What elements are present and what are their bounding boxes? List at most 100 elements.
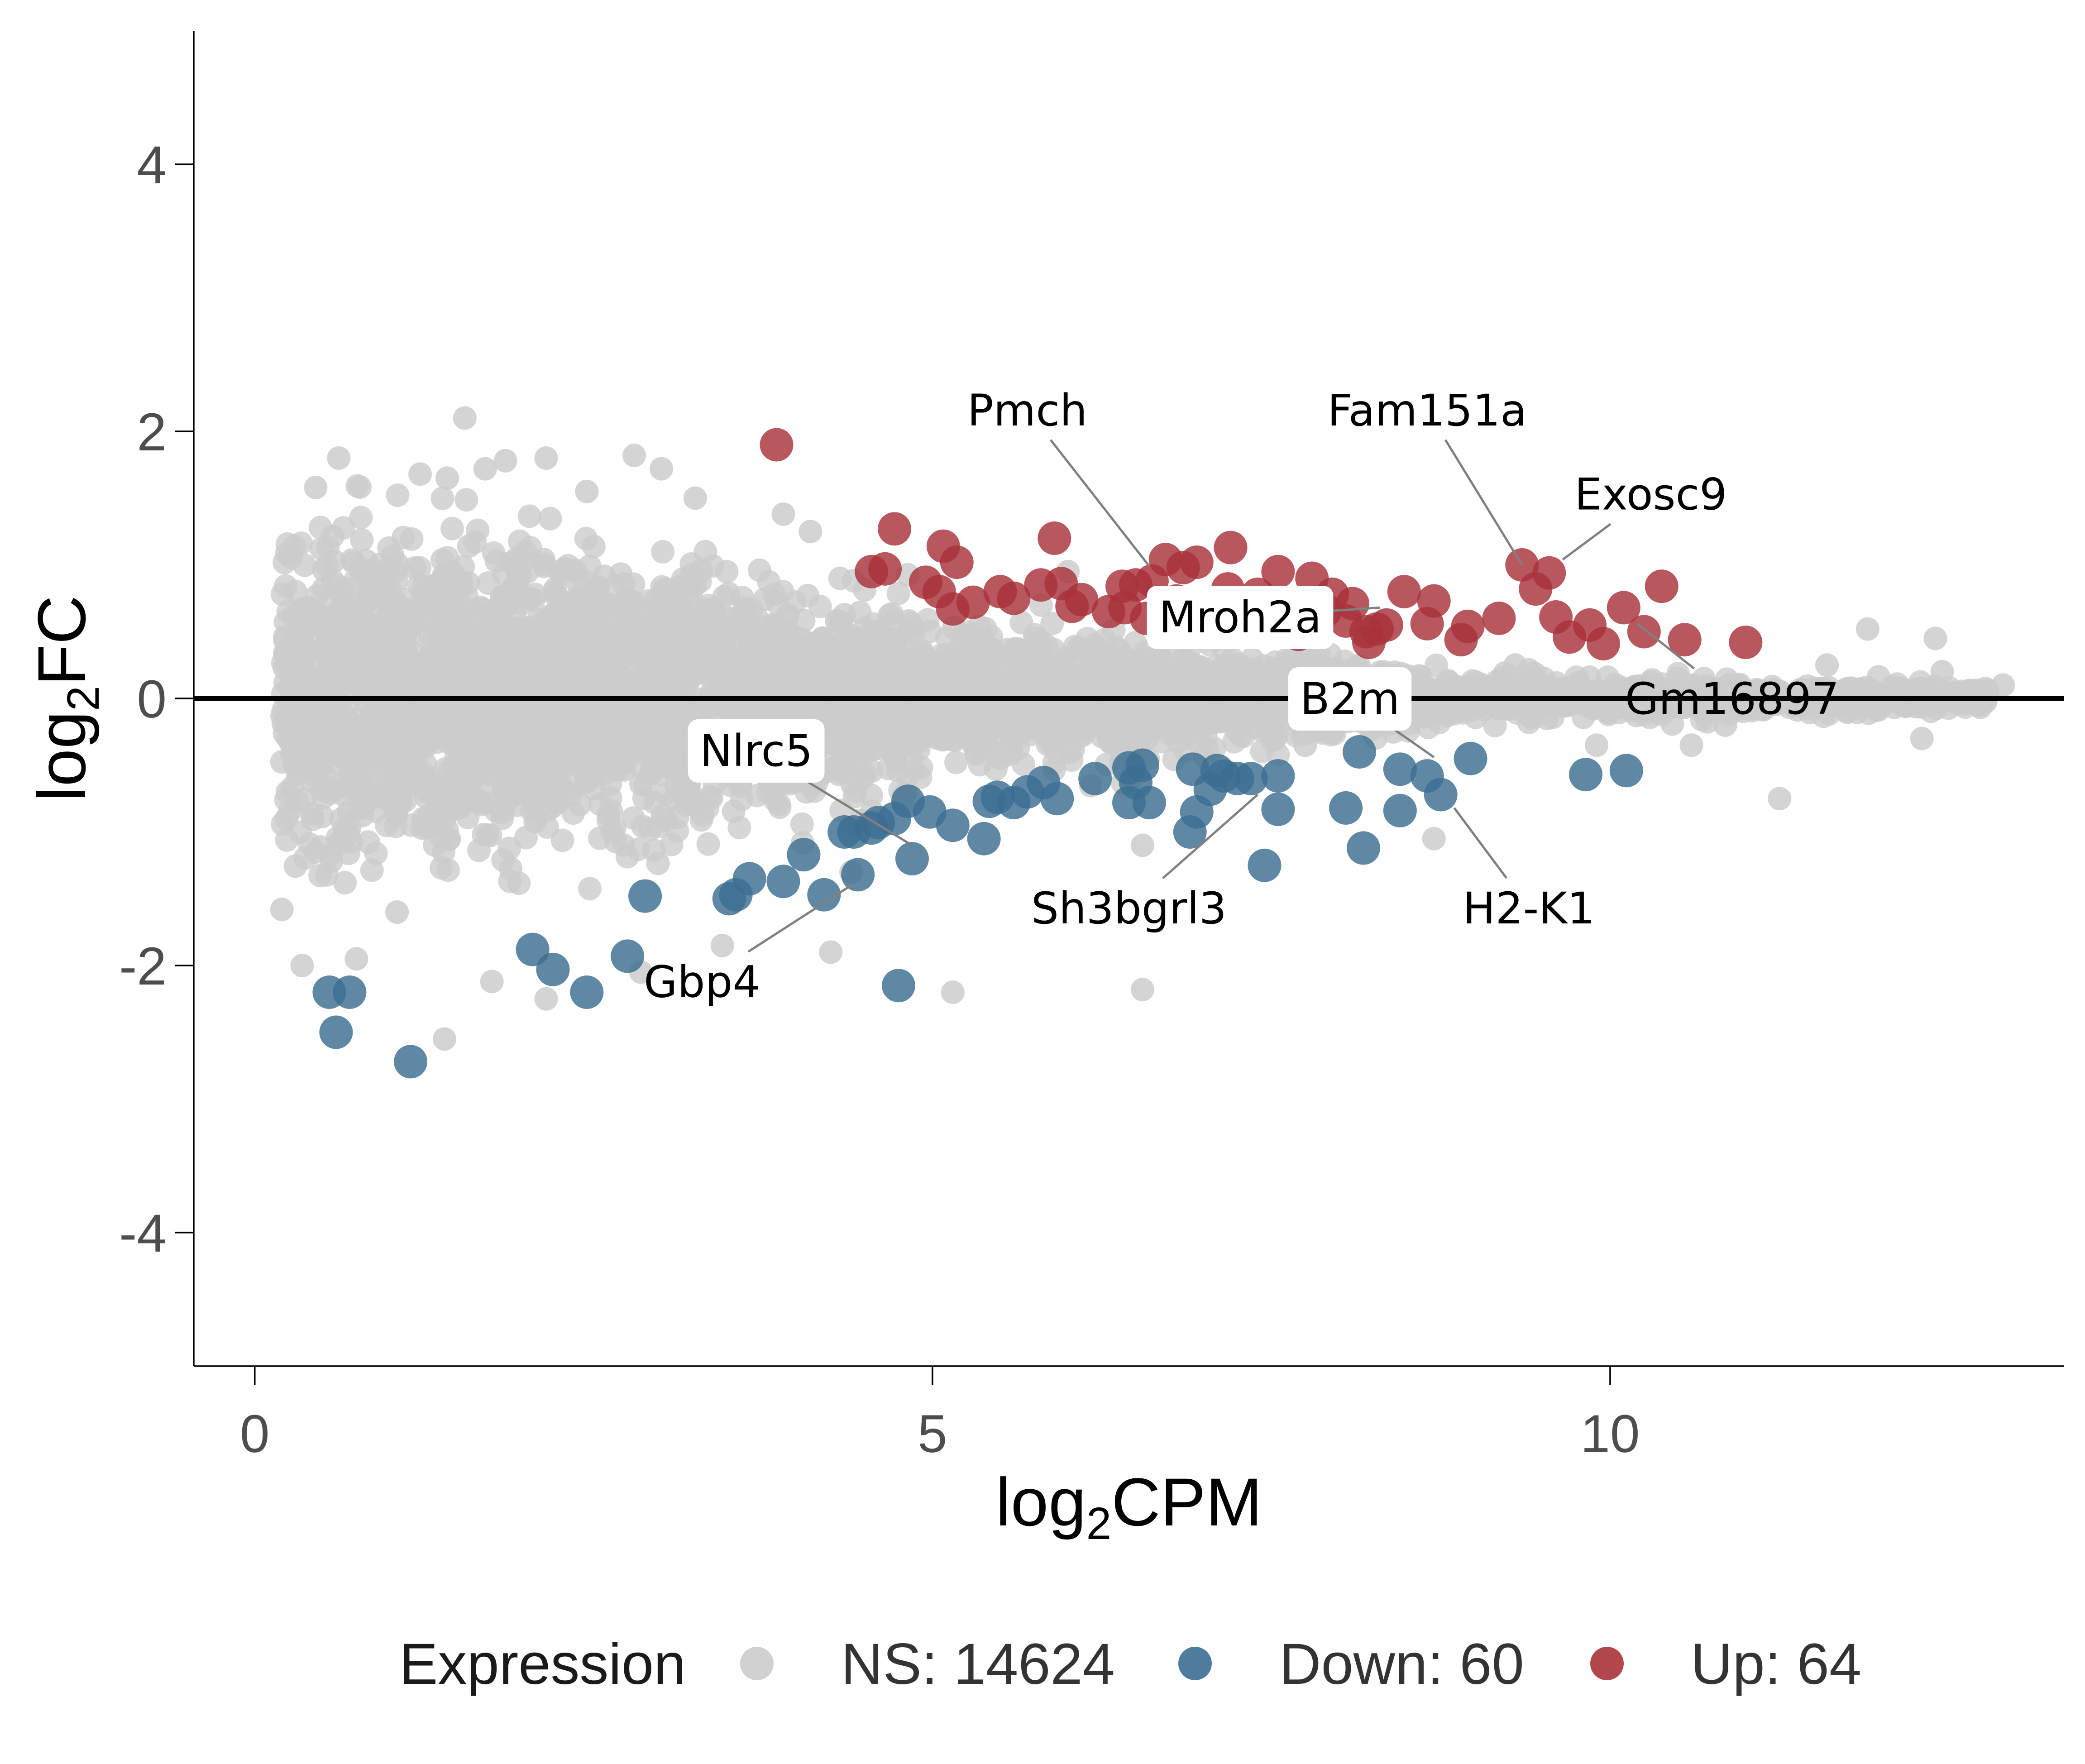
ns-point bbox=[1008, 721, 1032, 745]
up-point bbox=[1532, 556, 1566, 590]
ns-point bbox=[727, 816, 751, 840]
ns-point bbox=[326, 832, 350, 856]
ns-point bbox=[1991, 673, 2015, 697]
ns-point bbox=[493, 449, 517, 473]
annotation-leader-line bbox=[1636, 622, 1695, 669]
ns-point bbox=[324, 667, 348, 691]
down-point bbox=[1078, 762, 1112, 795]
ns-point bbox=[550, 828, 574, 852]
ns-point bbox=[440, 516, 464, 540]
ns-point bbox=[491, 723, 515, 747]
ns-point bbox=[757, 570, 781, 594]
ns-point bbox=[288, 704, 312, 728]
ns-point bbox=[283, 579, 307, 603]
up-point bbox=[868, 552, 902, 586]
ns-point bbox=[765, 591, 789, 615]
ns-point bbox=[666, 667, 689, 691]
ns-point bbox=[468, 789, 492, 813]
ns-point bbox=[611, 677, 635, 701]
ns-point bbox=[373, 717, 397, 741]
down-point bbox=[732, 862, 766, 896]
ns-point bbox=[532, 548, 556, 571]
ns-point bbox=[1551, 691, 1575, 715]
ns-point bbox=[1772, 689, 1795, 713]
ns-point bbox=[514, 826, 538, 850]
ns-point bbox=[519, 767, 543, 791]
up-point bbox=[1668, 623, 1702, 657]
ns-point bbox=[884, 707, 908, 731]
ns-point bbox=[496, 587, 520, 611]
y-axis-title-sub: 2 bbox=[58, 686, 109, 711]
down-point bbox=[1248, 848, 1282, 882]
ns-point bbox=[1855, 617, 1879, 641]
ns-point bbox=[538, 507, 562, 531]
down-point bbox=[333, 975, 367, 1009]
gene-annotation: Gbp4 bbox=[644, 884, 852, 1007]
ns-point bbox=[1038, 656, 1062, 680]
ns-point bbox=[1918, 689, 1942, 713]
ns-point bbox=[1178, 722, 1202, 746]
down-point bbox=[1424, 778, 1458, 812]
ns-point bbox=[598, 786, 622, 810]
down-point bbox=[1220, 762, 1254, 795]
ns-point bbox=[544, 669, 568, 693]
ns-point bbox=[305, 584, 329, 608]
ns-point bbox=[615, 845, 639, 869]
ns-point bbox=[348, 626, 372, 650]
gene-label: B2m bbox=[1300, 674, 1400, 724]
up-point bbox=[1482, 602, 1516, 635]
ns-point bbox=[1809, 684, 1833, 708]
ns-point bbox=[790, 812, 814, 836]
ns-point bbox=[1096, 646, 1120, 670]
ns-point bbox=[435, 818, 459, 842]
ns-point bbox=[1106, 671, 1130, 695]
ns-point bbox=[344, 947, 368, 971]
ns-point bbox=[304, 840, 328, 864]
ns-point bbox=[693, 540, 717, 564]
ns-point bbox=[988, 654, 1012, 678]
ns-point bbox=[1103, 696, 1127, 720]
ns-point bbox=[366, 654, 390, 678]
ns-point bbox=[1422, 827, 1446, 851]
ns-point bbox=[638, 817, 662, 841]
ns-point bbox=[436, 858, 460, 882]
ns-point bbox=[555, 716, 579, 740]
ns-point bbox=[1061, 676, 1085, 700]
ns-point bbox=[1930, 660, 1954, 684]
ns-point bbox=[545, 698, 569, 722]
ns-point bbox=[819, 940, 843, 964]
annotation-label-box bbox=[1147, 586, 1334, 650]
gene-annotation: Nlrc5 bbox=[688, 719, 913, 846]
gene-annotation: B2m bbox=[1288, 667, 1435, 758]
x-axis-title-base: log bbox=[995, 1464, 1086, 1540]
ns-point bbox=[432, 1027, 456, 1051]
ns-point bbox=[665, 806, 689, 829]
ns-point bbox=[1503, 653, 1527, 677]
legend: Expression NS: 14624 Down: 60 Up: 64 bbox=[399, 1632, 1861, 1697]
ns-point bbox=[377, 536, 401, 560]
down-point bbox=[570, 975, 604, 1009]
up-point bbox=[1369, 608, 1403, 642]
up-point bbox=[983, 575, 1017, 608]
ns-point bbox=[301, 770, 325, 794]
ns-point bbox=[386, 483, 410, 507]
ns-point bbox=[632, 786, 656, 810]
legend-label-up: Up: 64 bbox=[1691, 1632, 1861, 1697]
ns-point bbox=[1163, 660, 1187, 684]
up-point bbox=[1573, 608, 1607, 642]
ns-point bbox=[589, 620, 613, 643]
ns-point bbox=[384, 814, 407, 838]
gene-annotation: Mroh2a bbox=[1147, 586, 1380, 650]
ns-point bbox=[596, 720, 620, 744]
ns-point bbox=[505, 794, 529, 817]
ns-point bbox=[304, 475, 328, 499]
ns-point bbox=[435, 697, 459, 721]
ns-point bbox=[282, 534, 306, 558]
ns-point bbox=[578, 554, 602, 578]
ns-point bbox=[823, 700, 847, 724]
ns-point bbox=[862, 612, 885, 636]
ns-point bbox=[711, 691, 735, 715]
ns-point bbox=[448, 796, 471, 820]
ns-point bbox=[349, 506, 373, 530]
ns-point bbox=[588, 826, 612, 850]
